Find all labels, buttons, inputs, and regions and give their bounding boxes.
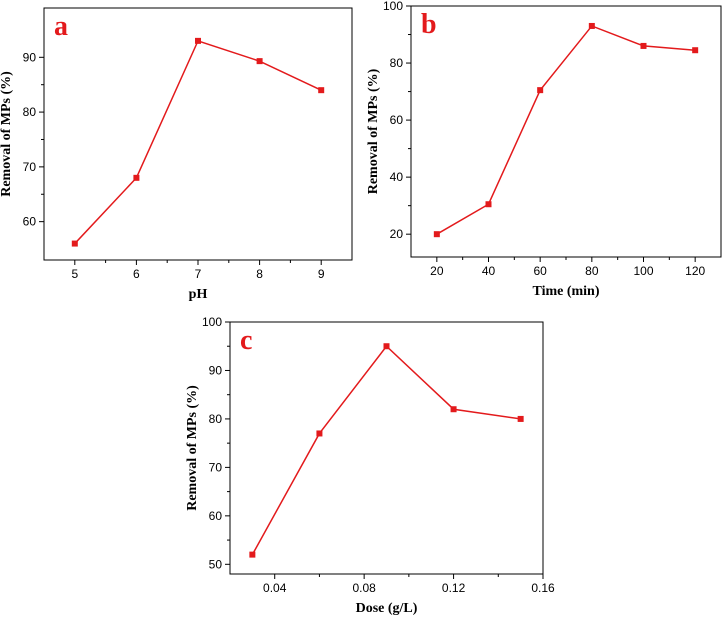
x-tick-label: 120 <box>685 264 705 278</box>
x-tick-label: 7 <box>195 267 202 281</box>
x-tick-label: 60 <box>533 264 547 278</box>
data-point <box>537 87 544 94</box>
y-tick-label: 100 <box>383 0 403 13</box>
data-point <box>450 406 457 413</box>
data-point <box>256 58 263 65</box>
plot-frame <box>410 5 722 258</box>
data-point <box>195 37 201 44</box>
y-tick-label: 20 <box>390 227 404 241</box>
y-tick-label: 80 <box>209 412 223 426</box>
y-axis-title: Removal of MPs (%) <box>0 71 14 197</box>
series-line <box>436 25 696 235</box>
y-tick-label: 100 <box>202 315 222 329</box>
data-point <box>316 430 323 437</box>
y-axis-title: Removal of MPs (%) <box>366 68 381 194</box>
x-tick-label: 0.12 <box>442 581 466 595</box>
data-point <box>588 22 595 29</box>
y-tick-label: 80 <box>390 56 404 70</box>
x-tick-label: 40 <box>482 264 496 278</box>
data-point <box>383 343 390 350</box>
y-tick-label: 40 <box>390 170 404 184</box>
x-axis-title: pH <box>189 287 208 302</box>
plot-frame <box>229 321 544 575</box>
data-point <box>692 47 699 54</box>
y-tick-label: 90 <box>23 50 37 64</box>
y-tick-label: 50 <box>209 557 223 571</box>
x-tick-label: 0.08 <box>352 581 376 595</box>
x-tick-label: 0.16 <box>531 581 555 595</box>
data-point <box>249 551 256 558</box>
x-tick-label: 9 <box>318 267 325 281</box>
panel-b: 20 40 60 80 100 120 20 40 60 80 100 Time (min) Remov… <box>366 0 722 299</box>
x-tick-label: 20 <box>430 264 444 278</box>
plot-frame <box>43 7 353 261</box>
x-axis-title: Dose (g/L) <box>356 601 418 616</box>
data-point <box>517 415 524 422</box>
y-tick-label: 60 <box>23 215 37 229</box>
panel-letter: c <box>240 325 252 356</box>
y-axis-title: Removal of MPs (%) <box>185 385 200 511</box>
x-tick-label: 100 <box>633 264 653 278</box>
panel-letter: b <box>421 9 437 40</box>
y-tick-label: 60 <box>209 509 223 523</box>
series-line <box>74 39 322 245</box>
x-tick-label: 6 <box>133 267 140 281</box>
y-tick-label: 70 <box>209 460 223 474</box>
x-tick-label: 0.04 <box>263 581 287 595</box>
x-tick-label: 5 <box>71 267 78 281</box>
x-axis-title: Time (min) <box>532 284 599 299</box>
data-point <box>485 201 492 208</box>
panel-a: 5 6 7 8 9 60 70 80 90 pH Removal of MPs (%) a <box>0 7 353 302</box>
x-tick-label: 8 <box>256 267 263 281</box>
series-line <box>251 345 521 555</box>
y-tick-label: 60 <box>390 113 404 127</box>
data-point <box>133 174 140 181</box>
panel-letter: a <box>54 11 68 42</box>
data-point <box>433 231 440 238</box>
data-point <box>71 240 78 247</box>
data-point <box>318 87 325 94</box>
data-point <box>640 42 647 49</box>
y-tick-label: 70 <box>23 160 37 174</box>
x-tick-label: 80 <box>585 264 599 278</box>
y-tick-label: 80 <box>23 105 37 119</box>
y-tick-label: 90 <box>209 363 223 377</box>
panel-c: 0.04 0.08 0.12 0.16 50 60 70 80 90 100 Dose (g/L) R… <box>185 315 555 616</box>
